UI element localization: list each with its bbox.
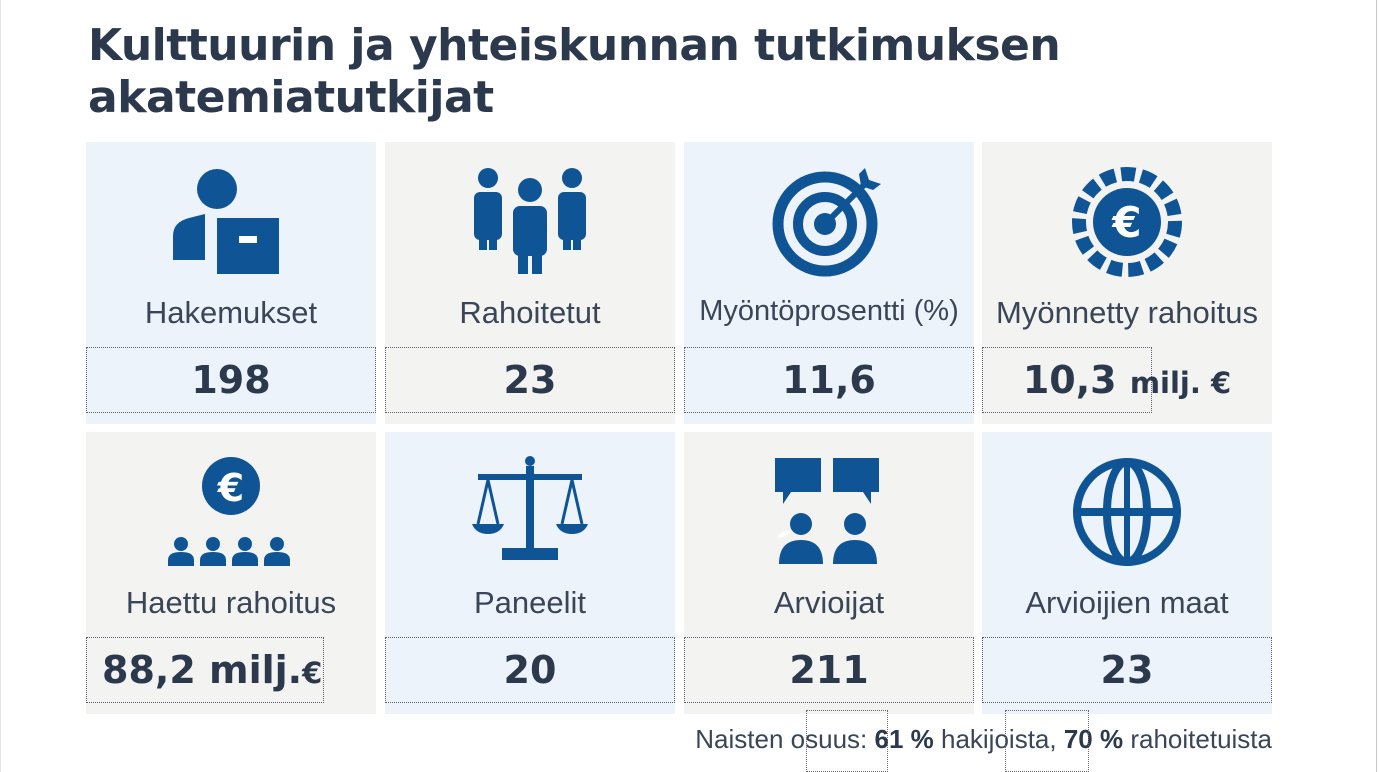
scales-icon (385, 452, 675, 570)
footer-prefix: Naisten osuus: (695, 724, 868, 754)
value-box (684, 347, 974, 413)
page-edge-left (0, 0, 1, 772)
card-label: Paneelit (473, 585, 587, 620)
women-applicants-share: 61 % (874, 724, 934, 754)
card-label: Hakemukset (144, 295, 318, 330)
card-value: 198 (191, 358, 271, 402)
card-value: 20 (503, 648, 557, 692)
value-box (982, 347, 1152, 413)
globe-icon (982, 452, 1272, 570)
footer-applicants-text: hakijoista, (940, 724, 1057, 754)
card-value: 88,2 milj.€ (102, 648, 323, 692)
card-value: 11,6 (782, 358, 876, 402)
selection-box (806, 710, 888, 772)
applicant-icon (86, 162, 376, 280)
euro-people-icon: € (86, 452, 376, 570)
card-unit: milj. € (1129, 366, 1232, 400)
value-box (86, 347, 376, 413)
value-box (684, 637, 974, 703)
card-value: 23 (503, 358, 557, 402)
target-icon (684, 162, 974, 280)
card-reviewers: Arvioijat 211 (684, 432, 974, 714)
card-value: 211 (789, 648, 869, 692)
card-success-rate: Myöntöprosentti (%) 11,6 (684, 142, 974, 424)
page-edge-right (1376, 0, 1377, 772)
card-label: Myönnetty rahoitus (996, 295, 1258, 330)
card-label: Arvioijat (773, 585, 885, 620)
card-label: Rahoitetut (459, 295, 601, 330)
page-title: Kulttuurin ja yhteiskunnan tutkimuksen a… (88, 20, 1061, 123)
footer-funded-text: rahoitetuista (1130, 724, 1272, 754)
card-funded: Rahoitetut 23 (385, 142, 675, 424)
card-panels: Paneelit 20 (385, 432, 675, 714)
card-applications: Hakemukset 198 (86, 142, 376, 424)
people-group-icon (385, 162, 675, 280)
card-value: 23 (1100, 648, 1154, 692)
card-label: Myöntöprosentti (%) (699, 295, 959, 327)
value-box (385, 637, 675, 703)
card-reviewer-countries: Arvioijien maat 23 (982, 432, 1272, 714)
card-granted-funding: € Myönnetty rahoitus 10,3 milj. € (982, 142, 1272, 424)
reviewers-icon (684, 452, 974, 570)
value-box (86, 637, 324, 703)
card-value: 10,3 milj. € (1022, 358, 1232, 402)
women-share-note: Naisten osuus: 61 % hakijoista, 70 % rah… (695, 724, 1272, 755)
value-box (385, 347, 675, 413)
card-label: Haettu rahoitus (125, 585, 337, 620)
selection-box (1005, 710, 1089, 772)
svg-text:€: € (1111, 198, 1141, 247)
women-funded-share: 70 % (1063, 724, 1124, 754)
svg-text:€: € (217, 466, 244, 510)
value-box (982, 637, 1272, 703)
card-unit: € (302, 656, 323, 690)
card-applied-funding: € Haettu rahoitus 88,2 milj.€ (86, 432, 376, 714)
card-label: Arvioijien maat (1025, 585, 1229, 620)
euro-coin-icon: € (982, 162, 1272, 280)
